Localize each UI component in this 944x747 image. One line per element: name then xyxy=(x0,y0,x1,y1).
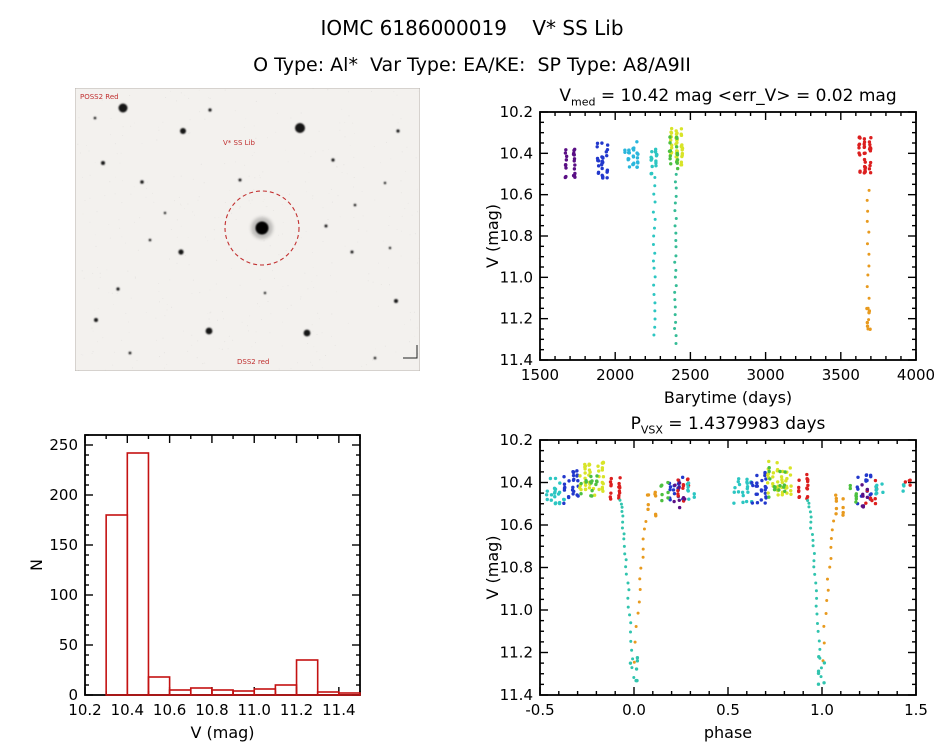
svg-text:10.6: 10.6 xyxy=(500,186,533,204)
tick-labels: 10.2 10.4 10.6 10.8 11.0 11.2 11.4 0 50 100 150 200… xyxy=(27,436,356,742)
sky-background xyxy=(75,88,420,371)
lc-title-rest: = 10.42 mag <err_V> = 0.02 mag xyxy=(595,86,897,106)
svg-text:10.8: 10.8 xyxy=(500,227,533,245)
svg-text:10.4: 10.4 xyxy=(111,701,144,719)
tick-labels: 1500 2000 2500 3000 3500 4000 10.2 10.4 10.6 10.8… xyxy=(483,103,935,407)
svg-text:0.5: 0.5 xyxy=(716,701,740,719)
svg-text:11.0: 11.0 xyxy=(500,268,533,286)
svg-text:11.2: 11.2 xyxy=(280,701,313,719)
page-subtitle: O Type: Al* Var Type: EA/KE: SP Type: A8… xyxy=(253,54,691,76)
survey-label: POSS2 Red xyxy=(80,93,119,101)
svg-text:1.5: 1.5 xyxy=(904,701,928,719)
lc-title-sub: med xyxy=(571,95,596,109)
phase-folded-plot: -0.5 0.0 0.5 1.0 1.5 10.2 10.4 10.6 10.8 11.0 11.2… xyxy=(483,431,928,742)
svg-text:11.4: 11.4 xyxy=(322,701,355,719)
svg-text:200: 200 xyxy=(49,486,78,504)
svg-text:4000: 4000 xyxy=(897,366,935,384)
x-axis-label: V (mag) xyxy=(190,723,254,742)
svg-text:10.8: 10.8 xyxy=(195,701,228,719)
footer-label: DSS2 red xyxy=(237,358,269,366)
svg-text:1500: 1500 xyxy=(521,366,559,384)
svg-text:11.4: 11.4 xyxy=(500,351,533,369)
lightcurve-plot: 1500 2000 2500 3000 3500 4000 10.2 10.4 10.6 10.8… xyxy=(483,103,935,407)
phase-title-sub: VSX xyxy=(640,423,663,437)
y-axis-label: N xyxy=(27,559,46,571)
scatter-points xyxy=(563,126,873,346)
svg-text:10.2: 10.2 xyxy=(500,431,533,449)
scatter-points xyxy=(544,459,912,686)
phase-title-prefix: P xyxy=(630,414,641,434)
axes xyxy=(539,111,917,361)
scale-mark xyxy=(403,345,418,359)
svg-text:11.0: 11.0 xyxy=(500,601,533,619)
x-axis-label: phase xyxy=(704,723,752,742)
histogram-bars xyxy=(105,452,361,696)
svg-text:50: 50 xyxy=(59,636,78,654)
svg-text:0.0: 0.0 xyxy=(622,701,646,719)
svg-text:3500: 3500 xyxy=(822,366,860,384)
tick-labels: -0.5 0.0 0.5 1.0 1.5 10.2 10.4 10.6 10.8 11.0 11.2… xyxy=(483,431,928,742)
finder-chart-image: POSS2 Red V* SS Lib DSS2 red xyxy=(75,88,420,371)
svg-text:3000: 3000 xyxy=(747,366,785,384)
svg-text:-0.5: -0.5 xyxy=(525,701,554,719)
svg-text:2500: 2500 xyxy=(671,366,709,384)
field-stars xyxy=(93,103,400,360)
target-circle xyxy=(224,190,300,266)
histogram-plot: 10.2 10.4 10.6 10.8 11.0 11.2 11.4 0 50 100 150 200… xyxy=(27,434,361,742)
lc-title-prefix: V xyxy=(559,86,572,106)
svg-text:11.4: 11.4 xyxy=(500,686,533,704)
svg-text:1.0: 1.0 xyxy=(810,701,834,719)
page-title: IOMC 6186000019 V* SS Lib xyxy=(320,16,624,40)
y-axis-label: V (mag) xyxy=(483,535,502,599)
svg-text:10.4: 10.4 xyxy=(500,474,533,492)
film-grain xyxy=(77,88,420,371)
axes xyxy=(539,439,917,696)
svg-text:10.6: 10.6 xyxy=(500,516,533,534)
svg-text:10.2: 10.2 xyxy=(500,103,533,121)
svg-text:10.6: 10.6 xyxy=(153,701,186,719)
svg-text:0: 0 xyxy=(68,686,78,704)
svg-text:250: 250 xyxy=(49,436,78,454)
phase-plot-title: PVSX = 1.4379983 days xyxy=(540,414,916,436)
target-label: V* SS Lib xyxy=(223,139,255,147)
svg-text:11.2: 11.2 xyxy=(500,644,533,662)
x-axis-label: Barytime (days) xyxy=(664,388,792,407)
svg-text:150: 150 xyxy=(49,536,78,554)
lightcurve-title: Vmed = 10.42 mag <err_V> = 0.02 mag xyxy=(540,86,916,108)
svg-text:10.4: 10.4 xyxy=(500,144,533,162)
svg-text:10.2: 10.2 xyxy=(68,701,101,719)
svg-text:100: 100 xyxy=(49,586,78,604)
y-axis-label: V (mag) xyxy=(483,204,502,268)
svg-text:11.0: 11.0 xyxy=(238,701,271,719)
axes xyxy=(84,434,361,696)
target-star xyxy=(242,208,282,248)
svg-text:10.8: 10.8 xyxy=(500,559,533,577)
phase-title-rest: = 1.4379983 days xyxy=(662,414,826,434)
svg-text:11.2: 11.2 xyxy=(500,310,533,328)
svg-text:2000: 2000 xyxy=(596,366,634,384)
